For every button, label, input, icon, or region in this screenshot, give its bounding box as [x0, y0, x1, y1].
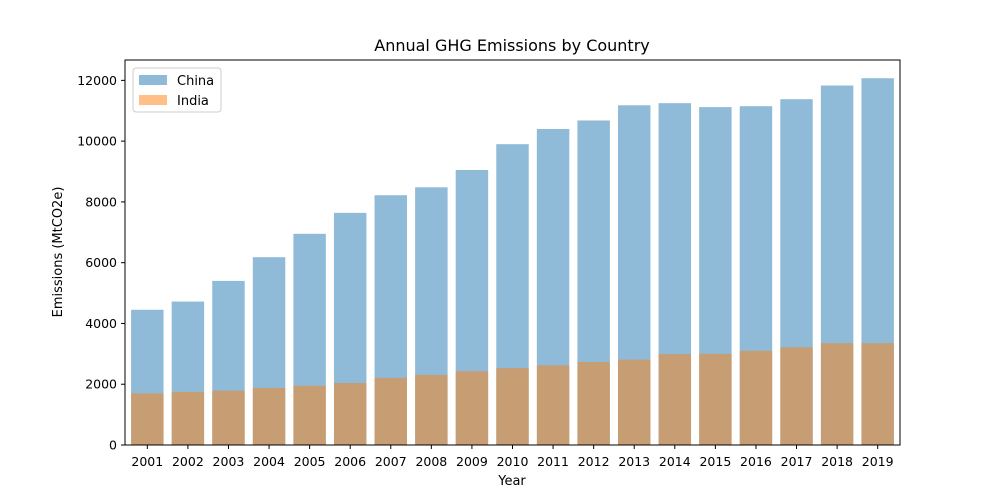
y-tick-label: 12000 — [77, 73, 117, 88]
bar-india-2019 — [861, 343, 894, 445]
bar-india-2001 — [131, 393, 164, 445]
bar-india-2012 — [577, 362, 610, 445]
bar-india-2003 — [212, 390, 245, 445]
x-tick-label: 2006 — [334, 454, 366, 469]
chart-title: Annual GHG Emissions by Country — [374, 36, 650, 55]
bar-india-2011 — [536, 365, 570, 445]
y-axis-label: Emissions (MtCO2e) — [51, 187, 66, 318]
x-tick-label: 2007 — [375, 454, 407, 469]
x-axis-label: Year — [497, 474, 526, 489]
x-tick-label: 2002 — [172, 454, 204, 469]
x-tick-label: 2018 — [821, 454, 853, 469]
x-tick-label: 2005 — [294, 454, 326, 469]
bar-india-2008 — [415, 374, 448, 445]
bar-india-2002 — [171, 391, 205, 445]
x-tick-label: 2015 — [699, 454, 731, 469]
legend-swatch-china — [139, 75, 167, 85]
x-tick-label: 2019 — [862, 454, 894, 469]
bar-india-2017 — [780, 347, 813, 445]
legend: China India — [132, 67, 222, 113]
legend-swatch-india — [139, 95, 167, 105]
x-tick-label: 2003 — [213, 454, 245, 469]
y-tick-label: 2000 — [85, 377, 117, 392]
x-tick-label: 2009 — [456, 454, 488, 469]
legend-label-china: China — [177, 74, 214, 89]
x-tick-label: 2016 — [740, 454, 772, 469]
bar-india-2005 — [293, 385, 326, 445]
bar-india-2018 — [820, 343, 854, 445]
x-tick-label: 2008 — [415, 454, 447, 469]
bar-india-2016 — [739, 350, 773, 445]
y-tick-label: 0 — [109, 438, 117, 453]
bar-india-2010 — [496, 368, 529, 445]
y-tick-label: 6000 — [85, 255, 117, 270]
legend-label-india: India — [177, 94, 209, 109]
x-tick-label: 2001 — [131, 454, 163, 469]
bar-india-2006 — [333, 383, 367, 445]
y-tick-label: 10000 — [77, 134, 117, 149]
y-tick-label: 4000 — [85, 316, 117, 331]
x-tick-label: 2014 — [659, 454, 691, 469]
bar-india-2013 — [618, 359, 651, 445]
x-tick-label: 2012 — [578, 454, 610, 469]
axes-group: 0 2000 4000 6000 8000 10000 12000 2001 2002 2003 2… — [77, 59, 901, 469]
x-tick-label: 2004 — [253, 454, 285, 469]
x-tick-label: 2011 — [537, 454, 569, 469]
bar-india-2014 — [658, 354, 692, 445]
bar-india-2015 — [699, 353, 732, 445]
bar-india-2007 — [374, 377, 407, 445]
x-tick-label: 2013 — [618, 454, 650, 469]
y-tick-label: 8000 — [85, 194, 117, 209]
x-tick-label: 2010 — [497, 454, 529, 469]
bars-group — [131, 78, 894, 446]
x-tick-label: 2017 — [781, 454, 813, 469]
bar-india-2004 — [252, 387, 286, 445]
bar-india-2009 — [455, 371, 489, 445]
